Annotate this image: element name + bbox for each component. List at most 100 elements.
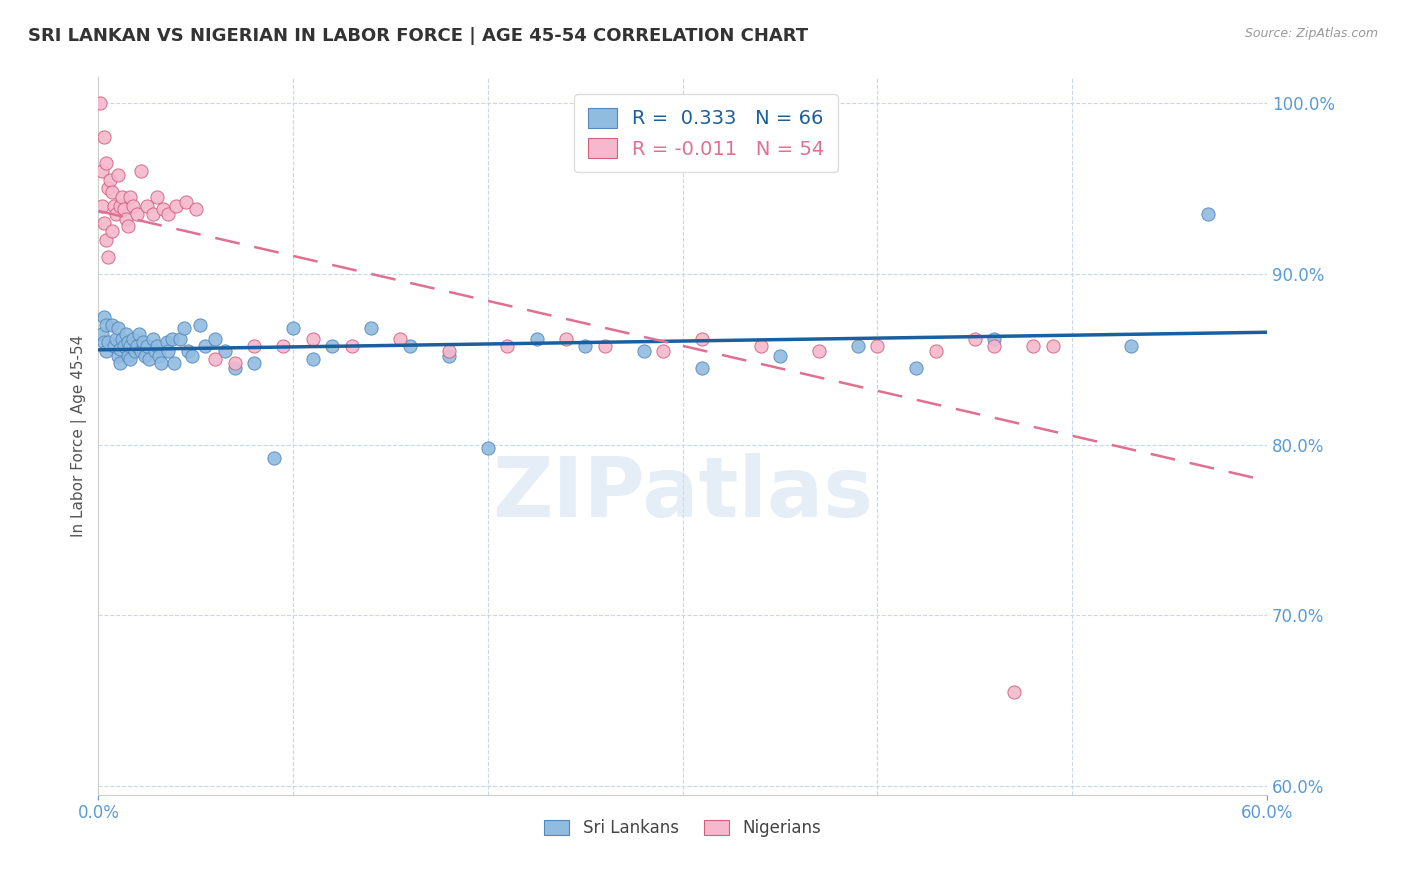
Point: [101, 185, 124, 199]
Point: [180, 349, 202, 363]
Point: [101, 224, 124, 238]
Point: [143, 343, 166, 358]
Point: [91, 326, 114, 341]
Point: [128, 326, 150, 341]
Point: [496, 338, 519, 352]
Point: [163, 356, 186, 370]
Point: [177, 343, 200, 358]
Point: [118, 338, 141, 352]
Point: [360, 321, 382, 335]
Point: [97, 181, 120, 195]
Point: [124, 343, 146, 358]
Point: [97, 335, 120, 350]
Text: Source: ZipAtlas.com: Source: ZipAtlas.com: [1244, 27, 1378, 40]
Text: ZIPatlas: ZIPatlas: [492, 453, 873, 534]
Point: [301, 332, 323, 346]
Point: [93, 335, 115, 350]
Point: [142, 207, 165, 221]
Point: [132, 335, 155, 350]
Point: [204, 332, 226, 346]
Text: SRI LANKAN VS NIGERIAN IN LABOR FORCE | AGE 45-54 CORRELATION CHART: SRI LANKAN VS NIGERIAN IN LABOR FORCE | …: [28, 27, 808, 45]
Point: [652, 343, 675, 358]
Point: [243, 356, 266, 370]
Point: [117, 219, 139, 233]
Point: [593, 338, 616, 352]
Point: [111, 190, 134, 204]
Point: [101, 318, 124, 332]
Point: [114, 326, 136, 341]
Point: [129, 164, 152, 178]
Point: [690, 332, 713, 346]
Point: [98, 173, 121, 187]
Point: [107, 168, 129, 182]
Point: [93, 216, 115, 230]
Point: [152, 202, 174, 216]
Y-axis label: In Labor Force | Age 45-54: In Labor Force | Age 45-54: [72, 335, 87, 537]
Point: [155, 335, 177, 350]
Point: [146, 190, 169, 204]
Point: [1119, 338, 1142, 352]
Point: [437, 343, 460, 358]
Point: [117, 349, 139, 363]
Point: [107, 349, 129, 363]
Point: [108, 198, 131, 212]
Point: [94, 156, 117, 170]
Point: [554, 332, 576, 346]
Point: [224, 356, 246, 370]
Point: [91, 164, 114, 178]
Point: [104, 332, 127, 346]
Point: [162, 332, 184, 346]
Point: [136, 338, 159, 352]
Point: [925, 343, 948, 358]
Point: [103, 338, 125, 352]
Point: [174, 195, 197, 210]
Point: [224, 360, 246, 375]
Point: [91, 198, 114, 212]
Point: [574, 338, 596, 352]
Point: [983, 338, 1005, 352]
Point: [243, 338, 266, 352]
Point: [273, 338, 295, 352]
Point: [93, 130, 115, 145]
Point: [142, 332, 165, 346]
Point: [108, 342, 131, 356]
Point: [1042, 338, 1064, 352]
Point: [94, 343, 117, 358]
Point: [97, 250, 120, 264]
Point: [633, 343, 655, 358]
Point: [103, 198, 125, 212]
Point: [165, 198, 187, 212]
Point: [846, 338, 869, 352]
Point: [157, 207, 180, 221]
Point: [94, 318, 117, 332]
Point: [399, 338, 422, 352]
Point: [146, 338, 169, 352]
Point: [184, 202, 207, 216]
Point: [118, 190, 141, 204]
Point: [477, 441, 499, 455]
Point: [188, 318, 211, 332]
Point: [204, 352, 226, 367]
Point: [173, 321, 195, 335]
Point: [108, 356, 131, 370]
Point: [807, 343, 830, 358]
Point: [134, 349, 156, 363]
Point: [112, 202, 135, 216]
Point: [281, 321, 304, 335]
Point: [117, 335, 139, 350]
Point: [214, 343, 236, 358]
Point: [194, 338, 217, 352]
Point: [169, 332, 191, 346]
Point: [1022, 338, 1045, 352]
Point: [866, 338, 889, 352]
Point: [437, 349, 460, 363]
Point: [104, 207, 127, 221]
Point: [112, 338, 135, 352]
Point: [301, 352, 323, 367]
Point: [690, 360, 713, 375]
Point: [148, 349, 170, 363]
Point: [157, 343, 180, 358]
Point: [526, 332, 548, 346]
Point: [983, 332, 1005, 346]
Point: [340, 338, 363, 352]
